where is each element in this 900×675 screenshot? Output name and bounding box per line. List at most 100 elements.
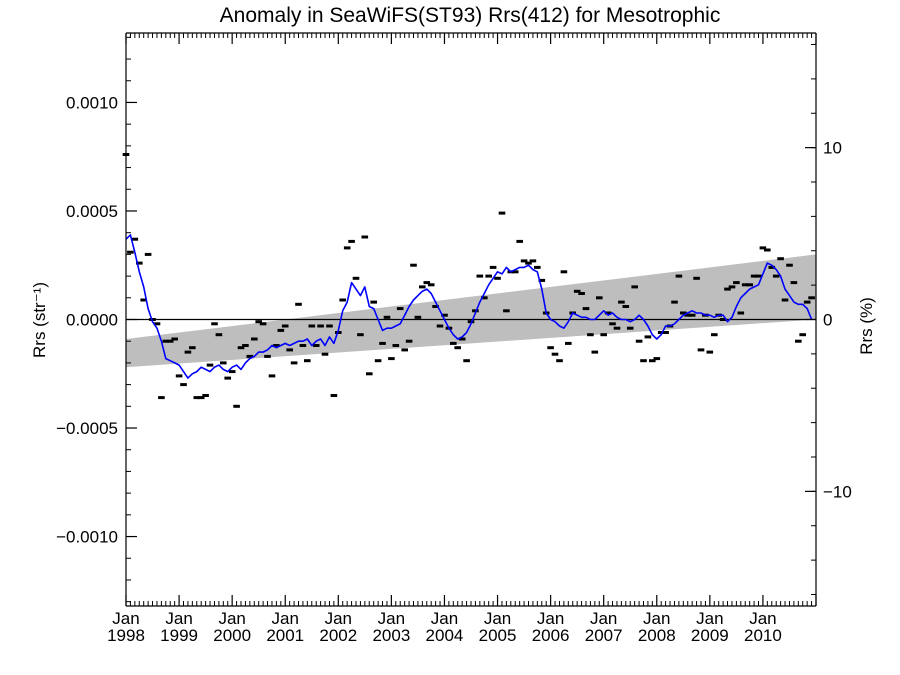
x-tick-year-label: 2003 [372, 626, 410, 645]
x-tick-year-label: 2008 [638, 626, 676, 645]
data-point [626, 326, 634, 330]
data-point [277, 328, 285, 332]
x-tick-year-label: 1999 [160, 626, 198, 645]
x-tick-month-label: Jan [378, 609, 405, 628]
data-point [233, 404, 240, 408]
data-point [697, 348, 705, 352]
data-point [728, 285, 736, 289]
data-point [711, 333, 718, 337]
data-point [618, 300, 625, 304]
data-point [631, 285, 638, 289]
data-point [635, 339, 643, 343]
data-point [379, 341, 386, 345]
data-point [706, 350, 714, 354]
data-point [312, 344, 320, 347]
y-tick-label: −0.0005 [56, 419, 118, 438]
data-point [162, 339, 170, 343]
data-point [357, 333, 364, 337]
data-point [764, 248, 771, 252]
data-point [127, 250, 134, 254]
data-point [423, 281, 431, 285]
data-point [498, 211, 506, 215]
data-point [724, 287, 731, 291]
data-point [781, 298, 789, 302]
data-point [175, 374, 183, 378]
data-point [529, 259, 537, 263]
data-point [604, 311, 612, 315]
data-point [516, 239, 523, 243]
data-point [401, 348, 408, 352]
data-point [432, 305, 439, 308]
x-tick-year-label: 2000 [213, 626, 251, 645]
data-point [246, 354, 254, 358]
data-point [454, 346, 461, 350]
y-axis-label-left: Rrs (str⁻¹) [30, 282, 49, 358]
data-point [472, 309, 479, 313]
y2-tick-label: 0 [823, 311, 832, 330]
data-point [481, 296, 488, 300]
data-point [330, 394, 338, 397]
x-tick-year-label: 2007 [585, 626, 623, 645]
data-point [255, 320, 262, 324]
data-point [503, 309, 510, 313]
data-point [591, 350, 599, 354]
x-tick-month-label: Jan [165, 609, 192, 628]
data-point [343, 246, 351, 250]
x-tick-year-label: 2009 [691, 626, 729, 645]
data-point [737, 311, 745, 315]
data-point [295, 302, 302, 306]
x-tick-month-label: Jan [484, 609, 511, 628]
data-point [193, 396, 201, 400]
trend-band-layer [126, 254, 816, 368]
data-point [131, 237, 139, 241]
data-point [441, 313, 448, 317]
data-point [640, 359, 647, 363]
data-point [657, 331, 665, 334]
data-point [803, 300, 811, 304]
data-point [688, 313, 696, 317]
data-point [741, 283, 749, 287]
data-point [622, 305, 630, 308]
data-point [158, 396, 165, 400]
data-point [450, 341, 457, 345]
data-point [494, 276, 501, 280]
data-point [321, 352, 329, 356]
data-point [237, 346, 245, 350]
data-point [525, 261, 532, 265]
data-point [388, 357, 395, 361]
data-point [352, 276, 360, 280]
data-point [675, 274, 683, 278]
data-point [228, 370, 236, 374]
x-tick-year-label: 1998 [107, 626, 145, 645]
data-points-layer [122, 153, 815, 408]
data-point [202, 394, 209, 397]
data-point [680, 311, 687, 315]
data-point [144, 252, 152, 256]
data-point [799, 333, 806, 337]
data-point [600, 333, 607, 337]
data-point [308, 324, 316, 328]
x-tick-month-label: Jan [643, 609, 670, 628]
data-point [281, 324, 289, 328]
data-point [560, 270, 568, 274]
x-tick-month-label: Jan [749, 609, 776, 628]
data-point [790, 281, 798, 285]
x-tick-month-label: Jan [272, 609, 299, 628]
data-point [189, 346, 196, 350]
data-point [777, 257, 784, 261]
data-point [180, 383, 187, 387]
smoothed-anomaly-line [125, 234, 813, 379]
data-point [370, 300, 377, 304]
data-point [405, 339, 413, 343]
y-tick-label: 0.0005 [66, 202, 118, 221]
data-point [326, 324, 333, 328]
data-point [565, 341, 572, 345]
data-point [361, 235, 369, 239]
data-point [746, 283, 753, 287]
data-point [419, 285, 426, 289]
chart-title: Anomaly in SeaWiFS(ST93) Rrs(412) for Me… [220, 4, 721, 27]
x-tick-month-label: Jan [590, 609, 617, 628]
data-point [171, 337, 178, 341]
data-point [573, 289, 581, 293]
data-point [511, 270, 519, 274]
